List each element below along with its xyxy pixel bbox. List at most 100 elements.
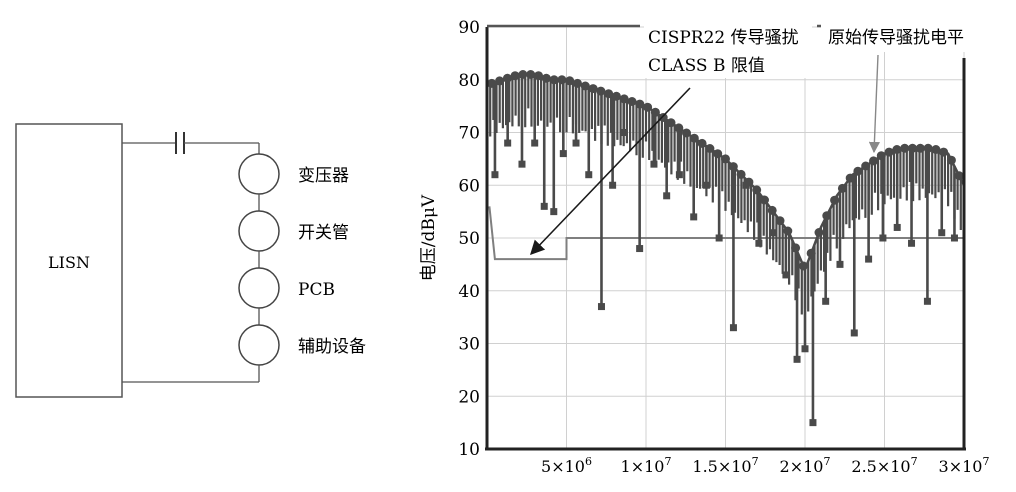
limit-layer [488, 206, 964, 261]
component-label-transformer: 变压器 [298, 166, 349, 186]
annotation-limit-line2: CLASS B 限值 [648, 56, 765, 76]
emission-peak-marker [923, 143, 933, 153]
data-layer [485, 70, 966, 427]
emission-peak-marker [580, 81, 590, 91]
emission-dip-marker [540, 202, 548, 210]
emission-dip-marker [650, 160, 658, 168]
x-tick-exponent: 7 [823, 455, 830, 468]
lisn-box [15, 123, 123, 398]
component-label-aux: 辅助设备 [298, 337, 366, 357]
emission-dip-marker [702, 181, 710, 189]
x-tick-mantissa: 1.5×10 [692, 457, 751, 476]
x-tick-labels: 5×106 1×107 1.5×107 2×107 2.5×107 3×107 [541, 455, 989, 476]
x-tick-exponent: 7 [982, 455, 989, 468]
emission-peak-marker [814, 228, 824, 237]
limit-line [488, 206, 964, 261]
aux-device-symbol [238, 324, 280, 366]
emission-peak-marker [798, 261, 808, 271]
emission-dip-marker [550, 208, 558, 216]
x-tick-mantissa: 3×10 [939, 457, 983, 476]
y-tick-label: 70 [458, 124, 480, 144]
y-tick-label: 40 [458, 282, 480, 302]
emission-dip-marker [675, 171, 683, 179]
emission-dip-marker [893, 223, 901, 231]
annotation-limit-line1: CISPR22 传导骚扰 [648, 28, 799, 48]
emission-peak-marker [869, 156, 878, 166]
emission-dip-marker [585, 171, 593, 179]
emission-peak-marker [697, 138, 707, 148]
x-tick-mantissa: 5×10 [541, 457, 585, 476]
x-tick-label: 5×106 [541, 455, 592, 476]
emission-peak-marker [549, 75, 559, 85]
emission-peak-marker [822, 211, 832, 221]
emission-dip-marker [782, 271, 790, 279]
emission-dip-marker [620, 129, 628, 136]
emission-peak-marker [611, 91, 621, 101]
emission-peak-marker [502, 73, 512, 83]
emission-dip-marker [769, 229, 777, 237]
emission-peak-marker [689, 133, 699, 143]
emission-peak-marker [604, 89, 614, 99]
emission-peak-marker [666, 118, 676, 128]
lisn-label: LISN [48, 253, 90, 272]
emission-peak-marker [674, 123, 684, 133]
emission-dip-marker [865, 255, 873, 263]
emission-peak-marker [635, 99, 645, 109]
emission-dip-marker [491, 171, 499, 179]
y-tick-label: 80 [458, 71, 480, 91]
emission-peak-marker [534, 71, 543, 81]
x-tick-mantissa: 1×10 [621, 457, 665, 476]
emission-dip-marker [950, 234, 958, 242]
emission-dip-marker [715, 234, 723, 242]
emission-dip-marker [531, 139, 539, 147]
x-tick-label: 1×107 [621, 455, 672, 476]
emission-dip-marker [690, 213, 698, 221]
emission-peak-marker [791, 243, 801, 253]
emission-dip-marker [938, 229, 946, 237]
emission-dip-marker [793, 355, 801, 363]
emission-dip-marker [559, 150, 567, 158]
emission-peak-marker [837, 183, 847, 193]
annotation-original: 原始传导骚扰电平 [828, 28, 964, 48]
emission-peak-marker [721, 154, 730, 164]
emission-peak-marker [900, 143, 910, 153]
emission-peak-marker [596, 86, 606, 96]
emission-peak-marker [744, 177, 754, 187]
annotation-backdrop-left [644, 22, 812, 78]
emission-peak-marker [682, 128, 691, 138]
emission-dip-marker [755, 239, 763, 247]
emission-peak-marker [736, 169, 746, 179]
emission-peak-marker [783, 226, 793, 236]
emission-dip-marker [822, 297, 830, 305]
x-tick-mantissa: 2.5×10 [851, 457, 910, 476]
annotation-arrow-original [868, 54, 881, 154]
x-tick-mantissa: 2×10 [780, 457, 824, 476]
component-label-switch: 开关管 [298, 223, 349, 243]
emission-peak-marker [939, 147, 949, 157]
emission-peak-marker [931, 145, 941, 154]
x-tick-exponent: 7 [664, 455, 671, 468]
emission-peak-marker [845, 173, 855, 183]
y-tick-labels: 10 20 30 40 50 60 70 80 90 [458, 18, 480, 460]
x-tick-exponent: 7 [911, 455, 918, 468]
emission-dip-marker [729, 324, 737, 332]
emission-peak-marker [752, 185, 762, 195]
y-tick-label: 30 [458, 335, 480, 355]
emission-peak-marker [884, 147, 894, 157]
y-axis-label: 电压/dBμV [419, 194, 439, 281]
emission-dip-marker [597, 303, 605, 311]
emission-dip-marker [809, 419, 817, 427]
emission-peak-marker [487, 78, 497, 88]
emission-dip-marker [504, 139, 512, 147]
emission-peak-marker [510, 71, 520, 81]
x-tick-label: 3×107 [939, 455, 990, 476]
emission-peak-marker [650, 107, 660, 117]
y-tick-label: 10 [458, 440, 480, 460]
emission-peak-marker [627, 97, 637, 106]
emission-peak-marker [892, 145, 902, 154]
emission-peak-marker [806, 248, 816, 258]
emission-peak-marker [861, 161, 871, 171]
transformer-symbol [238, 153, 280, 195]
